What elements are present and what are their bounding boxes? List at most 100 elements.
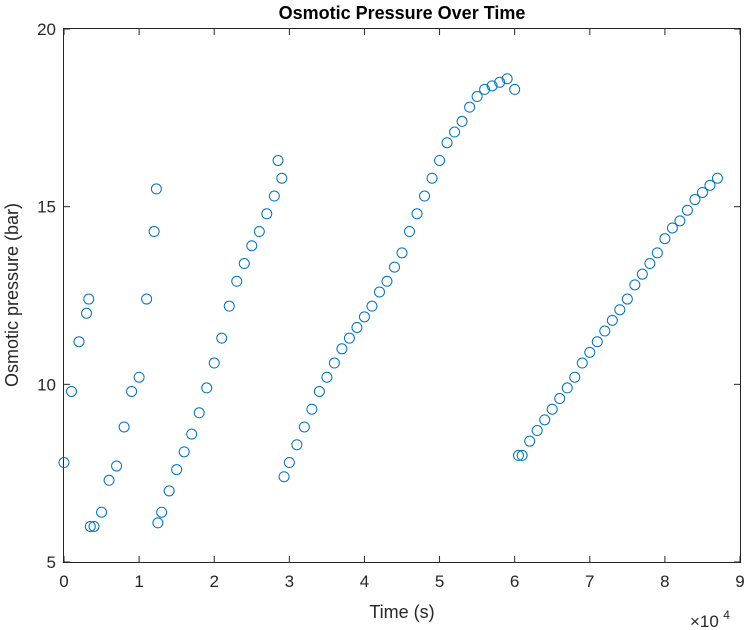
data-point [366, 300, 378, 312]
x-axis-exponent: ×10 4 [690, 608, 730, 630]
y-axis-ticks: 5 10 15 20 [37, 20, 740, 572]
data-point [298, 421, 310, 433]
data-point [666, 222, 678, 234]
data-point [84, 520, 96, 532]
data-point [524, 435, 536, 447]
data-point [171, 464, 183, 476]
data-point [111, 460, 123, 472]
x-axis-label: Time (s) [369, 602, 434, 622]
data-point [126, 385, 138, 397]
x-tick-label: 5 [435, 572, 444, 591]
data-point [576, 357, 588, 369]
data-point [501, 73, 513, 85]
data-point [419, 190, 431, 202]
data-point [629, 279, 641, 291]
data-point [449, 126, 461, 138]
data-point [238, 258, 250, 270]
data-point [674, 215, 686, 227]
data-point [441, 137, 453, 149]
x-tick-label: 7 [585, 572, 594, 591]
data-point [681, 204, 693, 216]
data-point [351, 321, 363, 333]
data-point [253, 226, 265, 238]
data-point [561, 382, 573, 394]
data-point [150, 183, 162, 195]
data-point [396, 247, 408, 259]
data-point [231, 275, 243, 287]
data-point [321, 371, 333, 383]
data-point [291, 439, 303, 451]
x-tick-label: 6 [510, 572, 519, 591]
x-tick-label: 4 [360, 572, 369, 591]
data-point [223, 300, 235, 312]
data-point [268, 190, 280, 202]
data-point [606, 314, 618, 326]
data-point [58, 457, 70, 469]
data-point [591, 336, 603, 348]
data-point [272, 154, 284, 166]
x-tick-label: 8 [660, 572, 669, 591]
data-point [276, 172, 288, 184]
data-point [516, 449, 528, 461]
data-point [193, 407, 205, 419]
data-point [133, 371, 145, 383]
data-point [456, 115, 468, 127]
data-point [479, 83, 491, 95]
data-point [306, 403, 318, 415]
data-point [73, 336, 85, 348]
data-point [494, 76, 506, 88]
data-point [471, 91, 483, 103]
y-axis-label: Osmotic pressure (bar) [2, 203, 22, 387]
data-point [358, 311, 370, 323]
y-tick-label: 15 [37, 198, 56, 217]
data-point [531, 425, 543, 437]
data-point [88, 520, 100, 532]
data-point [163, 485, 175, 497]
data-point [336, 343, 348, 355]
data-point [261, 208, 273, 220]
data-point [696, 186, 708, 198]
data-point [512, 449, 524, 461]
x-tick-label: 2 [209, 572, 218, 591]
data-point [614, 304, 626, 316]
data-point [381, 275, 393, 287]
y-tick-label: 20 [37, 20, 56, 39]
data-point [178, 446, 190, 458]
data-markers [58, 73, 723, 532]
data-point [313, 385, 325, 397]
y-tick-label: 10 [37, 375, 56, 394]
data-point [118, 421, 130, 433]
data-point [539, 414, 551, 426]
data-point [636, 268, 648, 280]
x-axis-ticks: 0 1 2 3 4 5 6 7 8 9 [59, 29, 745, 591]
data-point [66, 385, 78, 397]
data-point [486, 80, 498, 92]
data-point [704, 179, 716, 191]
data-point [83, 293, 95, 305]
data-point [554, 393, 566, 405]
data-point [343, 332, 355, 344]
x-tick-label: 1 [134, 572, 143, 591]
data-point [434, 154, 446, 166]
data-point [509, 83, 521, 95]
data-point [411, 208, 423, 220]
data-point [152, 517, 164, 529]
data-point [711, 172, 723, 184]
data-point [216, 332, 228, 344]
data-point [148, 226, 160, 238]
data-point [81, 307, 93, 319]
data-point [246, 240, 258, 252]
data-point [659, 233, 671, 245]
data-point [404, 226, 416, 238]
x-axis-exponent-base: ×10 [690, 612, 719, 630]
data-point [328, 357, 340, 369]
x-tick-label: 3 [285, 572, 294, 591]
x-axis-exponent-power: 4 [723, 608, 730, 622]
data-point [201, 382, 213, 394]
data-point [388, 261, 400, 273]
y-tick-label: 5 [47, 553, 56, 572]
data-point [621, 293, 633, 305]
data-point [141, 293, 153, 305]
data-point [584, 346, 596, 358]
